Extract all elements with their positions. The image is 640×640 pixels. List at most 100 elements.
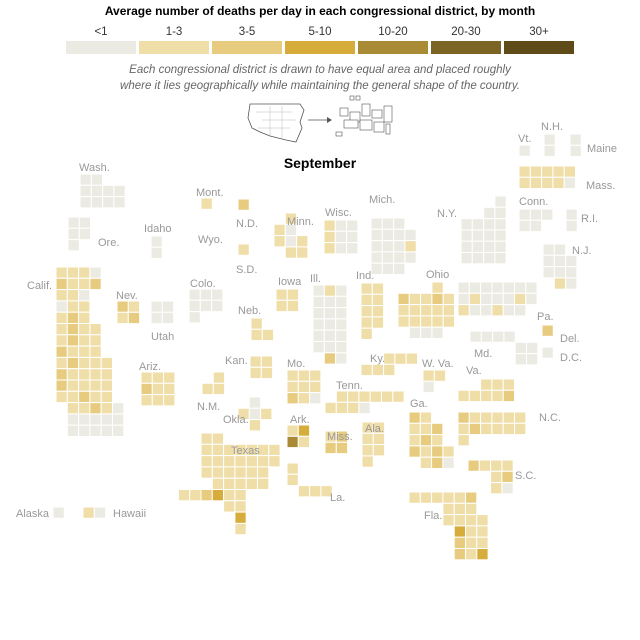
- district-tile: [404, 228, 417, 242]
- state-label-wisc: Wisc.: [325, 207, 352, 219]
- district-tile: [529, 219, 543, 233]
- district-tile: [66, 300, 80, 313]
- district-tile: [494, 195, 507, 208]
- district-tile: [514, 304, 527, 317]
- district-tile: [297, 435, 311, 449]
- district-tile: [323, 242, 336, 255]
- district-tile: [460, 252, 473, 265]
- district-tile: [483, 229, 496, 242]
- district-tile: [323, 230, 336, 244]
- district-tile: [89, 424, 102, 438]
- district-tile: [381, 262, 395, 276]
- district-tile: [275, 288, 288, 301]
- state-tiles: [150, 235, 163, 260]
- district-tile: [465, 525, 478, 538]
- district-tile: [335, 390, 349, 403]
- district-tile: [89, 390, 102, 404]
- state-tiles: [52, 506, 65, 519]
- district-tile: [286, 299, 300, 313]
- district-tile: [460, 229, 473, 242]
- district-tile: [286, 435, 299, 449]
- district-tile: [360, 305, 373, 318]
- legend: <1 1-3 3-5 5-10 10-20 20-30 30+: [66, 26, 574, 58]
- state-label-ky: Ky.: [370, 353, 385, 365]
- district-tile: [408, 411, 421, 424]
- district-tile: [78, 323, 91, 336]
- district-tile: [82, 506, 95, 519]
- district-tile: [465, 502, 478, 516]
- state-tiles: [286, 462, 333, 498]
- district-tile: [514, 422, 527, 436]
- district-tile: [543, 133, 556, 146]
- district-tile: [468, 422, 482, 436]
- district-tile: [102, 184, 115, 198]
- district-tile: [335, 441, 349, 455]
- district-tile: [89, 277, 102, 291]
- district-tile: [200, 443, 213, 457]
- district-tile: [296, 246, 309, 259]
- district-tile: [542, 266, 555, 279]
- district-tile: [483, 206, 496, 220]
- legend-label: 30+: [529, 26, 549, 38]
- district-tile: [453, 502, 467, 516]
- district-tile: [163, 371, 176, 384]
- district-tile: [372, 444, 386, 457]
- district-tile: [112, 413, 125, 426]
- district-tile: [334, 219, 348, 232]
- district-tile: [565, 277, 578, 290]
- district-tile: [503, 330, 516, 343]
- district-tile: [268, 443, 281, 457]
- district-tile: [514, 292, 527, 306]
- district-tile: [491, 422, 504, 436]
- district-tile: [223, 489, 236, 502]
- district-tile: [569, 133, 582, 146]
- district-tile: [442, 491, 455, 504]
- state-label-wash: Wash.: [79, 162, 110, 174]
- legend-swatch: [212, 41, 282, 54]
- legend-label: 10-20: [378, 26, 408, 38]
- district-tile: [112, 424, 125, 438]
- state-tiles: [188, 288, 224, 324]
- district-tile: [480, 292, 493, 306]
- district-tile: [189, 489, 202, 502]
- district-tile: [419, 491, 433, 504]
- district-tile: [514, 341, 528, 355]
- district-tile: [245, 466, 258, 479]
- district-tile: [393, 251, 406, 264]
- state-label-nj: N.J.: [572, 245, 592, 257]
- district-tile: [234, 522, 247, 536]
- district-tile: [491, 304, 504, 317]
- district-tile: [286, 424, 299, 437]
- district-tile: [468, 389, 482, 403]
- district-tile: [552, 165, 565, 178]
- state-tiles: [116, 300, 141, 325]
- legend-label: 20-30: [451, 26, 481, 38]
- district-tile: [250, 317, 263, 330]
- state-label-miss: Miss.: [327, 431, 353, 443]
- district-tile: [457, 434, 470, 447]
- district-tile: [55, 356, 68, 370]
- state-label-dc: D.C.: [560, 352, 582, 364]
- district-tile: [491, 378, 504, 391]
- state-tiles: [201, 371, 226, 396]
- state-label-nev: Nev.: [116, 290, 138, 302]
- district-tile: [471, 229, 485, 242]
- state-label-hawaii: Hawaii: [113, 508, 146, 520]
- district-tile: [433, 369, 447, 382]
- state-label-mont: Mont.: [196, 187, 224, 199]
- district-tile: [552, 176, 565, 190]
- legend-swatch: [66, 41, 136, 54]
- legend-item: 3-5: [212, 26, 282, 58]
- district-tile: [116, 300, 129, 313]
- district-tile: [102, 196, 115, 209]
- state-label-iowa: Iowa: [278, 276, 302, 288]
- district-tile: [67, 227, 80, 241]
- district-tile: [542, 254, 555, 268]
- district-tile: [78, 390, 91, 404]
- state-tiles: [565, 208, 578, 233]
- district-tile: [234, 455, 247, 468]
- state-tiles: [237, 243, 250, 256]
- district-tile: [405, 352, 419, 365]
- state-label-wva: W. Va.: [422, 358, 454, 370]
- district-tile: [480, 422, 493, 436]
